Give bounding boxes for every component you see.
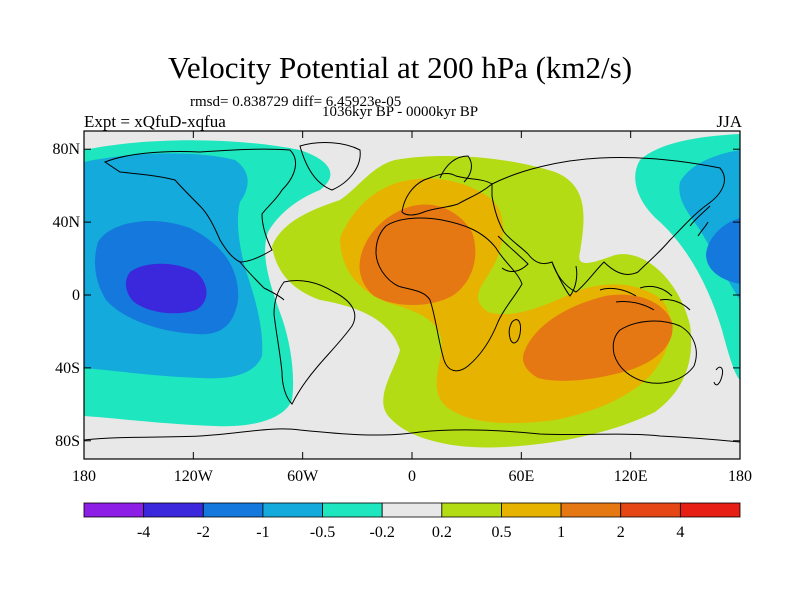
lon-tick-label: 120E <box>614 468 648 485</box>
coastline-arabia <box>497 235 529 272</box>
map-field <box>84 131 740 459</box>
coastline-japan <box>689 205 711 237</box>
colorbar-swatch <box>501 502 562 518</box>
lat-tick-label: 0 <box>72 287 80 304</box>
colorbar-label: -1 <box>256 524 269 541</box>
coastline-india <box>551 261 578 297</box>
colorbar-swatch <box>381 502 443 518</box>
colorbar-swatch <box>202 502 264 518</box>
lon-ticks: 180 120W 60W 0 60E 120E 180 <box>72 131 752 485</box>
colorbar-swatch <box>83 502 145 518</box>
coastlines <box>84 142 740 443</box>
colorbar-label: 4 <box>676 524 684 541</box>
lat-tick-label: 80S <box>55 433 80 450</box>
lon-tick-label: 60E <box>508 468 534 485</box>
colorbar-label: 1 <box>557 524 565 541</box>
lon-tick-label: 180 <box>72 468 96 485</box>
lat-tick-label: 80N <box>52 141 80 158</box>
coastline-north-america <box>103 148 297 263</box>
coastline-madagascar <box>508 319 521 344</box>
coastline-africa <box>375 217 523 372</box>
lon-tick-label: 180 <box>728 468 752 485</box>
coastline-australia <box>612 320 697 384</box>
contour-pos-1-indian <box>522 294 673 381</box>
lat-tick-label: 40N <box>52 214 80 231</box>
coastline-new-zealand <box>713 366 723 386</box>
lon-tick-label: 0 <box>408 468 416 485</box>
coastline-asia <box>491 156 725 293</box>
colorbar-label: -4 <box>137 524 150 541</box>
map-title: Velocity Potential at 200 hPa (km2/s) <box>167 50 633 85</box>
coastline-maritime-continent <box>599 285 691 311</box>
coastline-scandinavia <box>439 155 472 183</box>
colorbar: -4 -2 -1 -0.5 -0.2 0.2 0.5 1 2 4 <box>83 502 741 541</box>
colorbar-label: -0.5 <box>310 524 335 541</box>
colorbar-label: -2 <box>197 524 210 541</box>
coastline-central-america <box>239 261 285 301</box>
lon-tick-label: 60W <box>287 468 319 485</box>
colorbar-swatch <box>262 502 323 518</box>
colorbar-label: -0.2 <box>370 524 395 541</box>
lon-tick-label: 120W <box>174 468 214 485</box>
coastline-south-america <box>273 279 356 405</box>
colorbar-swatch <box>679 502 741 518</box>
colorbar-swatch <box>620 502 681 518</box>
experiment-label: Expt = xQfuD-xqfua <box>84 112 226 131</box>
colorbar-swatch <box>441 502 502 518</box>
coastline-antarctica <box>84 428 740 443</box>
colorbar-label: 2 <box>617 524 625 541</box>
colorbar-swatch <box>322 502 383 518</box>
contour-neg-2 <box>125 263 207 314</box>
period-label: 1036kyr BP - 0000kyr BP <box>322 104 479 120</box>
season-label: JJA <box>716 112 742 131</box>
lat-tick-label: 40S <box>55 360 80 377</box>
stats-label: rmsd= 0.838729 diff= 6.45923e-05 <box>190 94 402 110</box>
lat-ticks: 80N 40N 0 40S 80S <box>52 141 740 450</box>
colorbar-label: 0.2 <box>432 524 452 541</box>
colorbar-swatch <box>143 502 204 518</box>
colorbar-swatch <box>560 502 622 518</box>
colorbar-label: 0.5 <box>491 524 511 541</box>
contour-neg-1-east <box>706 218 740 284</box>
coastline-greenland <box>299 142 361 191</box>
